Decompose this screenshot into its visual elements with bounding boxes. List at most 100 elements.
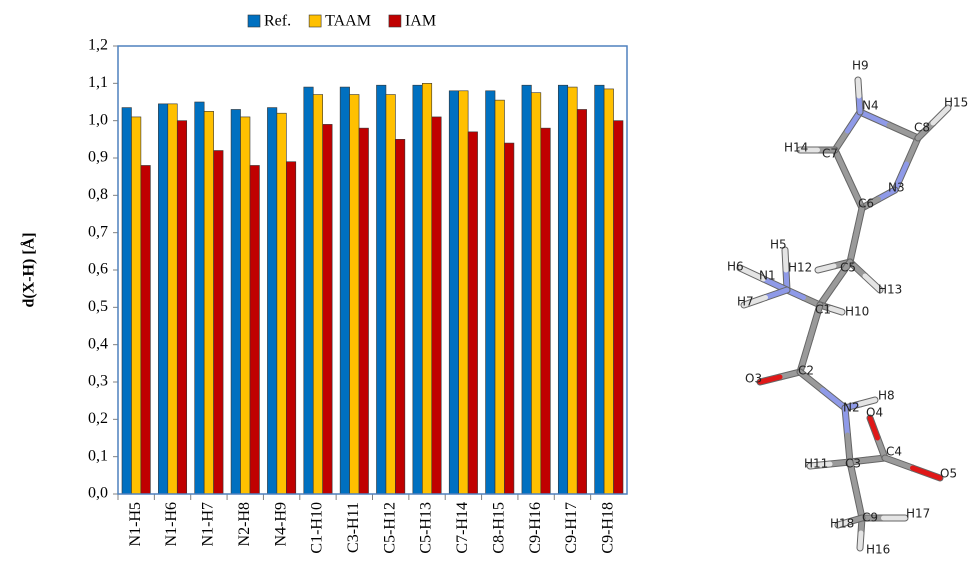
legend-swatch: [309, 15, 321, 27]
bar: [231, 109, 240, 494]
bar: [131, 117, 140, 494]
bar: [413, 85, 422, 494]
atom-label: H18: [830, 517, 854, 531]
bar: [286, 162, 295, 494]
bar: [168, 104, 177, 494]
atom-label: H6: [727, 260, 744, 274]
y-tick-label: 0,7: [88, 223, 108, 240]
bar: [122, 108, 131, 494]
bar: [277, 113, 286, 494]
molecule: H9N4H15C8H14C7N3C6H5H6N1H12C5H13H7C1H10O…: [727, 59, 968, 557]
bar: [359, 128, 368, 494]
bond: [870, 418, 878, 438]
bar: [432, 117, 441, 494]
atom-label: C6: [858, 197, 874, 211]
legend-swatch: [389, 15, 401, 27]
bar: [541, 128, 550, 494]
bar: [531, 93, 540, 494]
bond: [823, 390, 846, 408]
x-tick-label: N1-H6: [163, 502, 180, 546]
bar: [241, 117, 250, 494]
bar: [449, 91, 458, 494]
bar: [395, 139, 404, 494]
atom-label: H14: [784, 141, 808, 155]
bond: [858, 80, 859, 96]
bond: [860, 533, 861, 548]
bar: [386, 95, 395, 494]
bar: [495, 100, 504, 494]
y-tick-label: 1,1: [88, 74, 108, 91]
atom-label: O4: [866, 406, 883, 420]
x-tick-label: N1-H7: [200, 502, 217, 546]
y-tick-label: 0,5: [88, 298, 108, 315]
bar: [340, 87, 349, 494]
y-tick-label: 0,9: [88, 149, 108, 166]
bond: [856, 208, 862, 235]
atom-label: H16: [866, 543, 890, 557]
y-tick-label: 0,3: [88, 373, 108, 390]
bar: [468, 132, 477, 494]
x-tick-label: C9-H18: [599, 502, 616, 554]
atom-label: C3: [845, 457, 861, 471]
x-tick-label: C5-H12: [381, 502, 398, 554]
atom-label: O5: [940, 467, 957, 481]
atom-label: C7: [822, 147, 838, 161]
bar: [504, 143, 513, 494]
bond: [907, 138, 919, 164]
atom-label: H13: [878, 283, 902, 297]
atom-label: C9: [862, 511, 878, 525]
figure: d(X-H) [Å] H9N4H15C8H14C7N3C6H5H6N1H12C5…: [0, 0, 969, 580]
legend-label: IAM: [405, 13, 436, 30]
y-tick-label: 0,8: [88, 186, 108, 203]
atom-label: H12: [788, 261, 812, 275]
x-tick-label: N1-H5: [127, 502, 144, 546]
atom-label: N2: [843, 401, 860, 415]
x-tick-label: N2-H8: [236, 502, 253, 546]
bar: [614, 121, 623, 494]
atom-label: H5: [770, 238, 787, 252]
bond: [831, 309, 842, 313]
bar: [214, 151, 223, 494]
bond: [785, 250, 786, 270]
bar: [177, 121, 186, 494]
bar: [267, 108, 276, 494]
x-tick-label: C9-H16: [527, 502, 544, 554]
legend-label: Ref.: [264, 13, 291, 30]
atom-label: N3: [888, 181, 905, 195]
bar: [195, 102, 204, 494]
bar: [313, 95, 322, 494]
bar: [158, 104, 167, 494]
bond: [860, 112, 889, 125]
atom-label: C5: [840, 261, 856, 275]
atom-label: H11: [804, 457, 828, 471]
bar: [323, 124, 332, 494]
bar: [204, 111, 213, 494]
atom-label: N1: [759, 269, 776, 283]
bar: [577, 109, 586, 494]
bar: [141, 165, 150, 494]
atom-label: O3: [745, 372, 762, 386]
y-tick-label: 0,0: [88, 485, 108, 502]
legend-swatch: [248, 15, 260, 27]
x-tick-label: N4-H9: [272, 502, 289, 546]
bar: [304, 87, 313, 494]
y-tick-label: 0,6: [88, 261, 108, 278]
bond: [766, 290, 788, 298]
atom-label: C4: [886, 445, 902, 459]
atom-label: H10: [845, 305, 869, 319]
y-tick-label: 0,1: [88, 447, 108, 464]
y-tick-label: 0,4: [88, 335, 108, 352]
x-tick-label: C8-H15: [490, 502, 507, 554]
atom-label: H7: [737, 295, 754, 309]
atom-label: H15: [944, 96, 968, 110]
bar: [422, 83, 431, 494]
bar: [350, 95, 359, 494]
bar: [558, 85, 567, 494]
bar: [604, 89, 613, 494]
x-tick-label: C5-H13: [418, 502, 435, 554]
bar: [568, 87, 577, 494]
y-tick-label: 0,2: [88, 410, 108, 427]
bar: [595, 85, 604, 494]
x-tick-label: C7-H14: [454, 502, 471, 554]
bar: [459, 91, 468, 494]
